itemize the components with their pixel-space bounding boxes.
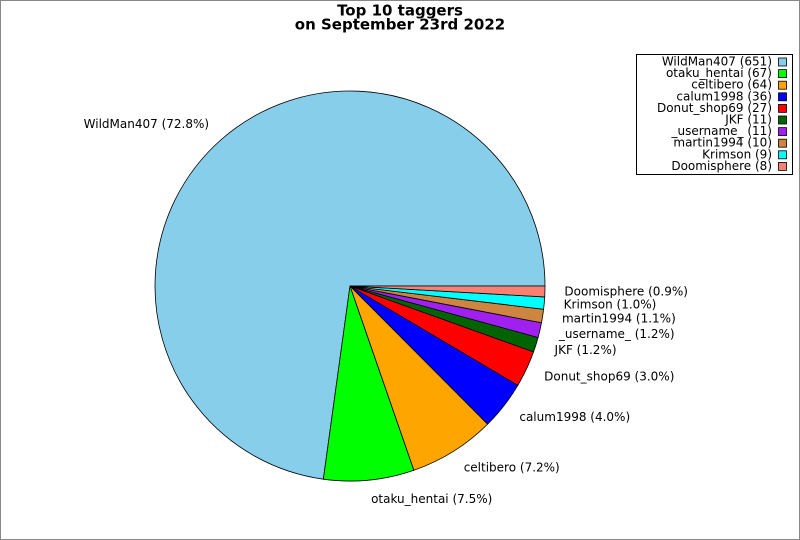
legend-swatch (778, 161, 787, 171)
legend-label: calum1998 (36) (676, 89, 772, 103)
legend-label: Donut_shop69 (27) (657, 101, 772, 115)
legend-swatch (778, 150, 787, 160)
slice-label: celtibero (7.2%) (464, 460, 560, 474)
legend-swatch (778, 69, 787, 78)
slice-label: martin1994 (1.1%) (562, 312, 676, 326)
legend-swatch (778, 115, 787, 125)
slice-label: JKF (1.2%) (554, 343, 617, 357)
pie-slice (154, 90, 546, 480)
legend-label: martin1994 (10) (673, 136, 772, 150)
legend-swatch (778, 57, 787, 67)
slice-label: Krimson (1.0%) (564, 297, 657, 311)
slice-label: WildMan407 (72.8%) (84, 117, 209, 131)
legend-label: WildMan407 (651) (662, 55, 772, 69)
slice-label: Donut_shop69 (3.0%) (544, 370, 674, 384)
legend-label: _username_ (11) (671, 124, 772, 138)
legend-box (636, 54, 793, 175)
legend-swatch (778, 80, 787, 90)
pie-slice (349, 285, 546, 298)
legend-label: otaku_hentai (67) (666, 66, 772, 80)
legend-label: Doomisphere (8) (671, 159, 772, 173)
slice-label: _username_ (1.2%) (558, 327, 675, 341)
legend-label: Krimson (9) (702, 147, 772, 161)
slice-label: calum1998 (4.0%) (519, 410, 630, 424)
legend-swatch (778, 92, 787, 102)
legend-swatch (778, 127, 787, 136)
legend-label: JKF (11) (724, 113, 772, 127)
chart-subtitle: on September 23rd 2022 (295, 16, 505, 34)
slice-label: otaku_hentai (7.5%) (371, 492, 492, 506)
legend-swatch (778, 104, 787, 113)
legend-label: celtibero (64) (691, 78, 772, 92)
legend-swatch (778, 138, 787, 148)
chart-title: Top 10 taggers (337, 2, 463, 20)
slice-label: Doomisphere (0.9%) (564, 285, 688, 299)
